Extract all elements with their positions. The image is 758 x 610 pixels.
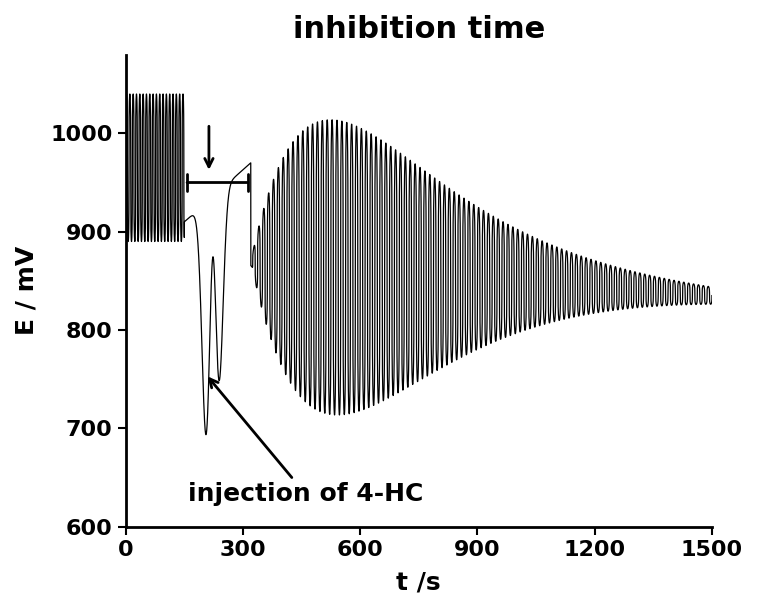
Title: inhibition time: inhibition time — [293, 15, 545, 44]
X-axis label: t /s: t /s — [396, 571, 441, 595]
Text: injection of 4-HC: injection of 4-HC — [188, 379, 424, 506]
Y-axis label: E / mV: E / mV — [15, 246, 39, 336]
